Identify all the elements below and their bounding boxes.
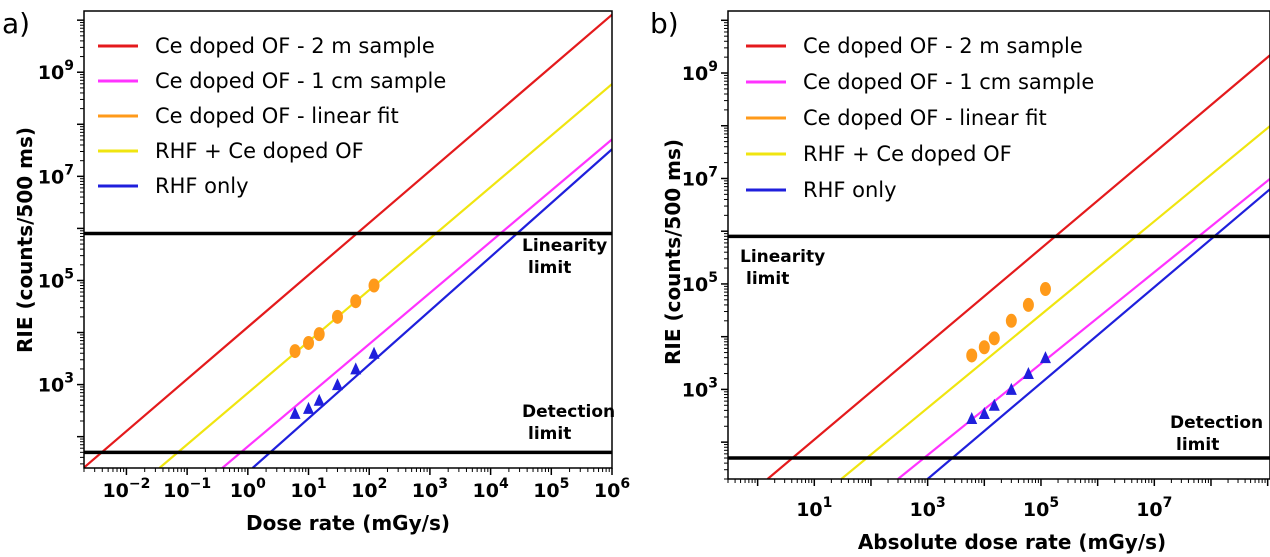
y-tick-label-a-3: 103 (38, 371, 74, 397)
ticks-b: 101 103 105 107 103 105 107 109 (682, 19, 1269, 521)
series-line-b-rhf-ce-doped-of (840, 125, 1270, 479)
legend-a: Ce doped OF - 2 m sample Ce doped OF - 1 … (98, 34, 446, 198)
data-point-blue-a-4 (350, 362, 362, 375)
linearity-label-a-line2: limit (528, 258, 571, 278)
data-point-orange-a-4 (350, 294, 362, 309)
detection-label-a-line2: limit (528, 424, 571, 444)
data-point-blue-b-1 (978, 406, 990, 419)
x-tick-label-b-5: 105 (1023, 495, 1059, 521)
y-tick-label-b-7: 107 (682, 164, 718, 190)
legend-label-a-4: RHF only (155, 174, 249, 198)
plot-area-b (728, 54, 1270, 479)
detection-label-a-line1: Detection (522, 402, 615, 422)
x-axis-title-a: Dose rate (mGy/s) (246, 511, 450, 535)
x-tick-label-a-6: 106 (594, 476, 630, 502)
panel-label-a: a) (2, 7, 30, 40)
data-point-blue-a-0 (289, 406, 301, 419)
data-point-blue-b-5 (1039, 351, 1051, 364)
ticks-a: 10−2 10−1 100 101 102 103 104 105 106 103 105 107 10… (38, 19, 630, 502)
data-point-orange-b-3 (1005, 313, 1017, 328)
data-point-orange-a-5 (368, 278, 380, 293)
x-tick-label-a-3: 103 (412, 476, 448, 502)
data-point-blue-b-3 (1005, 382, 1017, 395)
y-tick-label-a-5: 105 (38, 266, 74, 292)
x-tick-label-a-2: 102 (351, 476, 387, 502)
series-line-b-ce-doped-of-1-cm-sample (897, 177, 1270, 479)
x-tick-label-a-0: 100 (230, 476, 266, 502)
y-tick-label-b-9: 109 (682, 59, 718, 85)
data-point-orange-a-3 (331, 309, 343, 324)
legend-label-a-0: Ce doped OF - 2 m sample (155, 34, 435, 58)
x-tick-label-a-5: 105 (533, 476, 569, 502)
legend-label-b-1: Ce doped OF - 1 cm sample (803, 70, 1094, 94)
data-point-orange-b-2 (988, 331, 1000, 346)
y-axis-title-a: RIE (counts/500 ms) (13, 127, 37, 353)
linearity-label-b-line1: Linearity (740, 247, 825, 267)
panel-a: a) 10−2 10−1 100 101 102 103 104 105 10610310510… (2, 7, 630, 535)
x-tick-label-a-4: 104 (473, 476, 509, 502)
data-point-blue-a-5 (368, 346, 380, 359)
data-point-orange-b-5 (1039, 282, 1051, 297)
x-tick-label-a--1: 10−1 (163, 476, 211, 502)
data-point-orange-b-1 (978, 340, 990, 355)
data-point-orange-b-0 (966, 348, 978, 363)
legend-label-b-2: Ce doped OF - linear fit (803, 106, 1047, 130)
data-point-orange-a-0 (289, 344, 301, 359)
series-line-a-ce-doped-of-1-cm-sample (221, 138, 612, 468)
panel-b: b) 101 103 105 107 103 105 107 109 Ce doped OF … (650, 7, 1270, 554)
y-tick-label-b-5: 105 (682, 270, 718, 296)
linearity-label-a-line1: Linearity (522, 236, 607, 256)
y-axis-title-b: RIE (counts/500 ms) (661, 139, 685, 365)
series-line-b-ce-doped-of-2-m-sample (766, 54, 1270, 479)
data-point-orange-a-1 (303, 335, 315, 350)
legend-label-a-2: Ce doped OF - linear fit (155, 104, 399, 128)
legend-label-b-3: RHF + Ce doped OF (803, 142, 1012, 166)
panel-label-b: b) (650, 7, 679, 40)
y-tick-label-a-9: 109 (38, 58, 74, 84)
data-point-blue-b-2 (988, 398, 1000, 411)
detection-label-b-line2: limit (1176, 435, 1219, 455)
x-tick-label-a-1: 101 (290, 476, 326, 502)
legend-b: Ce doped OF - 2 m sample Ce doped OF - 1 … (746, 34, 1094, 202)
data-point-blue-b-4 (1022, 367, 1034, 380)
data-point-blue-a-2 (313, 393, 325, 406)
x-tick-label-a--2: 10−2 (102, 476, 150, 502)
data-point-blue-a-3 (331, 378, 343, 391)
x-axis-title-b: Absolute dose rate (mGy/s) (858, 530, 1166, 554)
linearity-label-b-line2: limit (746, 269, 789, 289)
plot-area-a (84, 13, 612, 468)
y-tick-label-a-7: 107 (38, 162, 74, 188)
axes-frame-b (727, 10, 1270, 480)
x-tick-label-b-3: 103 (910, 495, 946, 521)
legend-label-b-4: RHF only (803, 178, 897, 202)
y-tick-label-b-3: 103 (682, 375, 718, 401)
x-tick-label-b-7: 107 (1136, 495, 1172, 521)
legend-label-a-3: RHF + Ce doped OF (155, 139, 364, 163)
series-line-a-rhf-only (251, 148, 612, 468)
series-line-a-rhf-ce-doped-of (158, 83, 612, 468)
data-point-blue-a-1 (303, 401, 315, 414)
series-line-a-ce-doped-of-2-m-sample (84, 13, 612, 468)
data-point-blue-b-0 (966, 412, 978, 425)
data-point-orange-b-4 (1022, 297, 1034, 312)
detection-label-b-line1: Detection (1170, 413, 1263, 433)
x-tick-label-b-1: 101 (796, 495, 832, 521)
legend-label-a-1: Ce doped OF - 1 cm sample (155, 69, 446, 93)
legend-label-b-0: Ce doped OF - 2 m sample (803, 34, 1083, 58)
data-point-orange-a-2 (313, 327, 325, 342)
